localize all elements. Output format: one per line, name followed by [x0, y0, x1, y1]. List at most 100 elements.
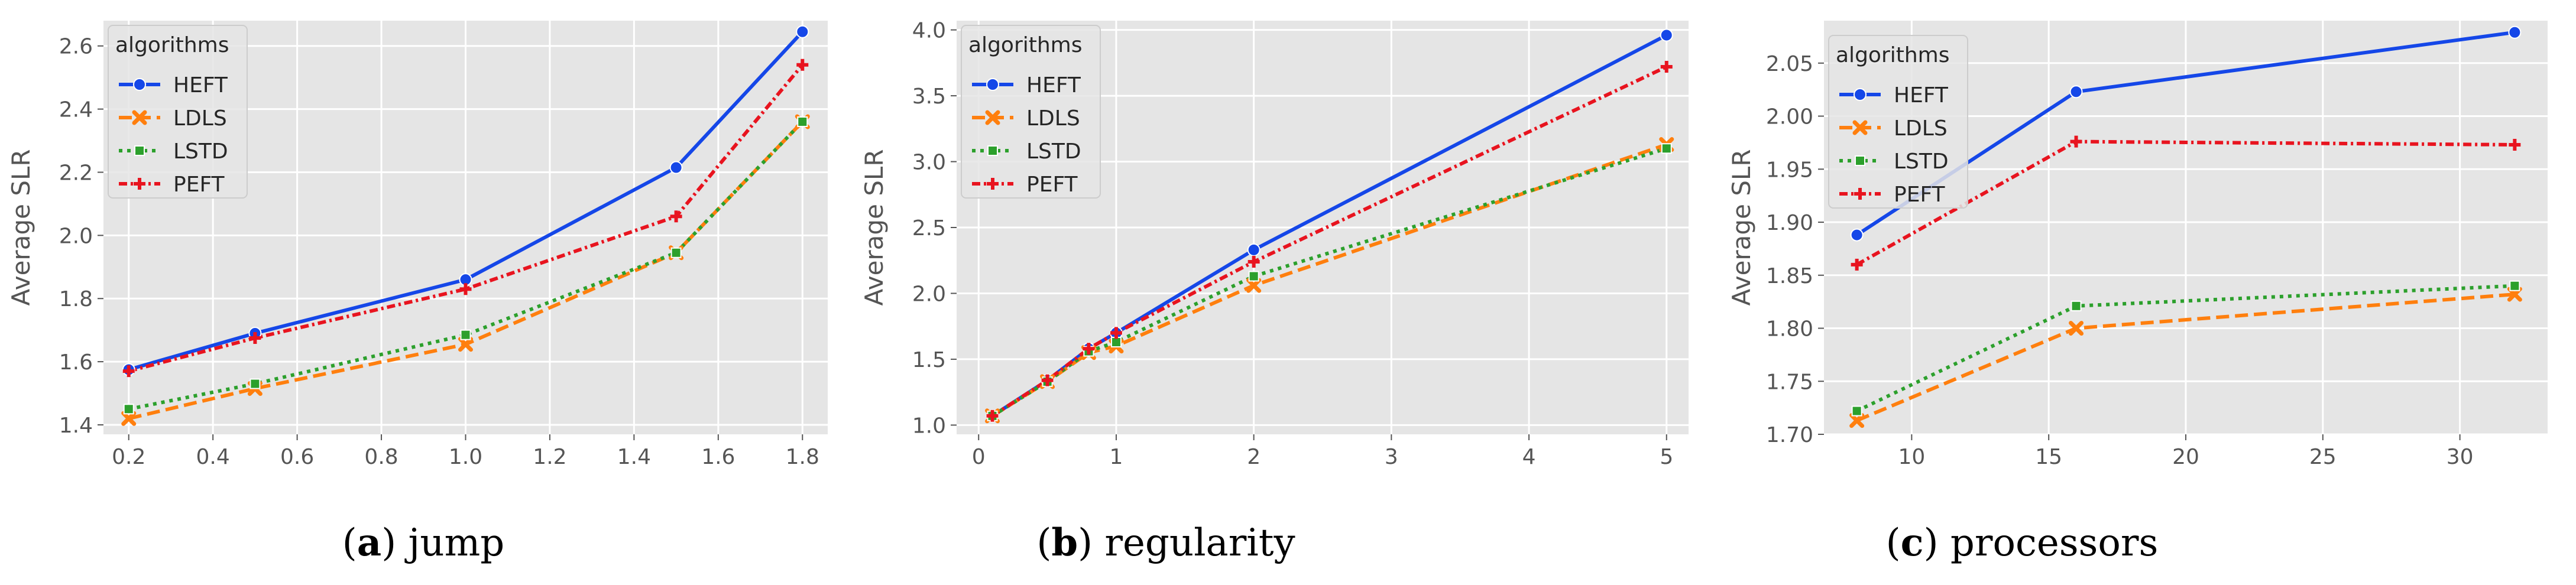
legend-marker-heft: [133, 78, 146, 91]
data-point-lstd: [670, 247, 682, 258]
panel-c-processors: 10 15 20 25 30 1.70 1.75 1.80 1.85 1.90 1.95 2.00 2…: [1727, 21, 2548, 565]
data-point-ldls: [1246, 278, 1262, 293]
legend-label-peft: PEFT: [173, 173, 225, 197]
legend-marker-lstd: [987, 145, 998, 156]
data-point-heft: [2069, 85, 2083, 99]
caption-letter: a: [357, 521, 381, 565]
legend-title: algorithms: [1836, 43, 1950, 67]
x-tick-label: 2: [1247, 445, 1261, 469]
x-tick-label: 0.2: [112, 445, 145, 469]
x-tick-label: 15: [2035, 445, 2062, 469]
legend-marker-lstd: [1855, 155, 1865, 166]
legend-label-heft: HEFT: [1894, 83, 1949, 108]
data-point-lstd: [460, 329, 471, 340]
series-markers: [121, 25, 810, 426]
data-point-peft: [249, 332, 261, 344]
x-tick-label: 1.0: [449, 445, 482, 469]
y-tick-label: 1.70: [1766, 423, 1813, 447]
data-point-peft: [1851, 258, 1863, 271]
data-point-peft: [2509, 139, 2521, 151]
legend-label-lstd: LSTD: [1026, 139, 1081, 164]
y-axis-ticks: 1.0 1.5 2.0 2.5 3.0 3.5 4.0: [912, 19, 957, 438]
legend-items: HEFT LDLS LSTD PEFT: [972, 73, 1081, 197]
series-markers: [1849, 25, 2522, 428]
y-tick-label: 1.6: [59, 350, 93, 375]
y-axis-ticks: 1.4 1.6 1.8 2.0 2.2 2.4 2.6: [59, 35, 103, 438]
caption-letter: c: [1901, 521, 1924, 565]
x-tick-label: 1.2: [533, 445, 566, 469]
data-point-heft: [2508, 25, 2522, 39]
legend-marker-ldls: [985, 110, 1000, 125]
data-point-peft: [1041, 374, 1054, 386]
x-tick-label: 0.8: [364, 445, 398, 469]
data-point-peft: [986, 410, 999, 422]
legend-label-heft: HEFT: [173, 73, 228, 98]
data-point-heft: [796, 25, 809, 38]
x-tick-label: 1: [1109, 445, 1123, 469]
legend-label-peft: PEFT: [1026, 173, 1078, 197]
legend-label-lstd: LSTD: [173, 139, 228, 164]
legend-label-ldls: LDLS: [1026, 106, 1080, 131]
data-point-lstd: [1661, 143, 1672, 154]
y-tick-label: 2.2: [59, 161, 93, 185]
y-tick-label: 3.5: [912, 84, 946, 109]
y-tick-label: 1.4: [59, 414, 93, 438]
panel-b-regularity: 0 1 2 3 4 5 1.0 1.5 2.0 2.5 3.0 3.5 4.0 Average SLR…: [860, 19, 1689, 565]
data-point-ldls: [2069, 321, 2084, 336]
data-point-lstd: [123, 404, 134, 415]
y-axis-label: Average SLR: [1727, 149, 1756, 306]
data-point-ldls: [458, 337, 473, 352]
data-point-lstd: [1110, 336, 1122, 347]
legend-marker-peft: [987, 178, 999, 190]
y-tick-label: 1.80: [1766, 317, 1813, 342]
caption: (c) processors: [1886, 521, 2159, 565]
series-line-lstd: [128, 120, 804, 411]
data-point-heft: [1660, 28, 1673, 42]
caption-text: jump: [404, 521, 505, 565]
y-tick-label: 1.95: [1766, 158, 1813, 182]
legend-title: algorithms: [115, 33, 229, 57]
caption-text: processors: [1950, 521, 2158, 565]
panel-a-jump: 0.2 0.4 0.6 0.8 1.0 1.2 1.4 1.6 1.8 1.4 1.6 1.8 2.0…: [7, 21, 828, 565]
legend-title: algorithms: [968, 33, 1083, 57]
x-tick-label: 0: [972, 445, 986, 469]
legend: algorithms HEFT LDLS LSTD PEFT: [961, 25, 1101, 199]
legend-marker-peft: [1854, 188, 1866, 200]
x-tick-label: 0.4: [196, 445, 230, 469]
series-line-peft: [991, 65, 1668, 418]
x-tick-label: 10: [1898, 445, 1925, 469]
data-point-peft: [1248, 255, 1260, 268]
y-tick-label: 1.0: [912, 414, 946, 438]
x-tick-label: 1.4: [617, 445, 651, 469]
caption: (a) jump: [342, 521, 504, 565]
legend-marker-ldls: [1852, 120, 1868, 135]
legend-label-ldls: LDLS: [173, 106, 227, 131]
caption-letter: b: [1051, 521, 1078, 565]
y-tick-label: 3.0: [912, 151, 946, 175]
series-markers: [985, 28, 1674, 424]
x-axis-ticks: 0 1 2 3 4 5: [972, 434, 1673, 469]
y-tick-label: 2.0: [912, 282, 946, 306]
legend-marker-peft: [134, 178, 145, 190]
data-point-heft: [669, 161, 683, 174]
data-point-peft: [1083, 343, 1095, 355]
x-tick-label: 1.6: [701, 445, 735, 469]
x-tick-label: 0.6: [280, 445, 314, 469]
y-axis-label: Average SLR: [860, 149, 889, 306]
data-point-lstd: [1851, 405, 1862, 417]
data-point-heft: [1850, 228, 1864, 242]
y-tick-label: 1.90: [1766, 211, 1813, 235]
y-axis-label: Average SLR: [7, 149, 35, 306]
data-point-peft: [670, 210, 682, 223]
legend-label-peft: PEFT: [1894, 183, 1946, 207]
series-line-ldls: [991, 142, 1667, 418]
legend: algorithms HEFT LDLS LSTD PEFT: [1828, 35, 1968, 209]
data-point-peft: [459, 283, 472, 295]
x-tick-label: 25: [2309, 445, 2337, 469]
data-point-lstd: [250, 378, 261, 389]
data-point-lstd: [797, 116, 808, 127]
y-tick-label: 1.75: [1766, 370, 1813, 394]
legend-label-ldls: LDLS: [1894, 116, 1948, 141]
data-point-lstd: [1248, 271, 1259, 282]
